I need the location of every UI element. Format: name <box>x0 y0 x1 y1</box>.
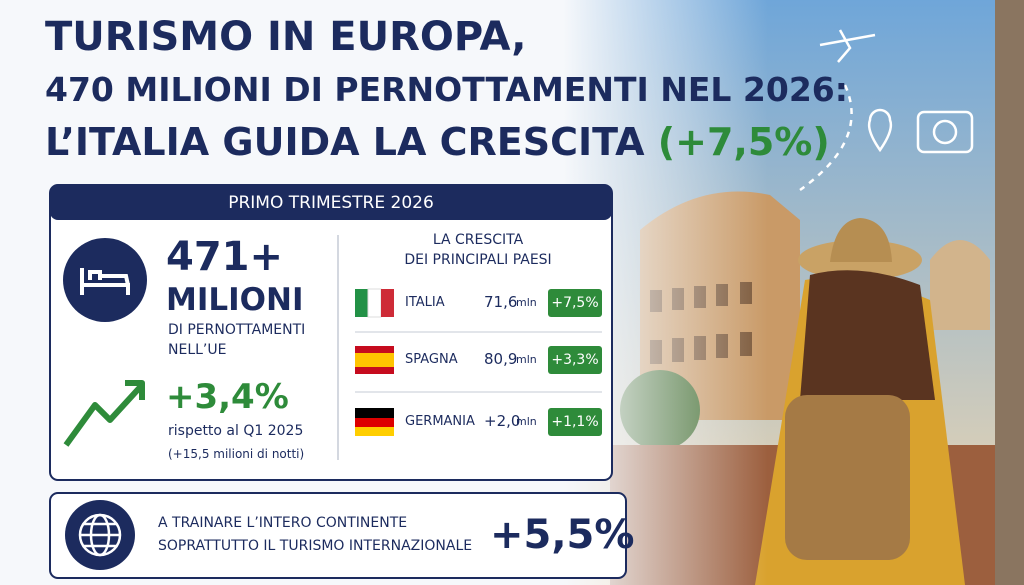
flag-germany <box>355 408 394 436</box>
title-text: L’ITALIA GUIDA LA CRESCITA <box>45 120 645 164</box>
bed-glyph <box>80 268 130 295</box>
country-unit: mln <box>516 296 537 309</box>
country-name: SPAGNA <box>405 352 458 367</box>
footer-text: A TRAINARE L’INTERO CONTINENTE <box>158 515 408 531</box>
country-value: 80,9 <box>484 350 518 368</box>
panel-header <box>50 185 612 220</box>
total-desc: NELL’UE <box>168 342 227 358</box>
footer-box <box>49 492 627 579</box>
bed-icon <box>63 238 147 322</box>
growth-desc: (+15,5 milioni di notti) <box>168 447 305 461</box>
country-change: +1,1% <box>551 414 599 430</box>
growth-desc: rispetto al Q1 2025 <box>168 423 304 439</box>
flag-spain <box>355 346 394 374</box>
countries-title: DEI PRINCIPALI PAESI <box>404 252 552 268</box>
title-line: TURISMO IN EUROPA, <box>45 14 527 60</box>
country-name: ITALIA <box>405 295 445 310</box>
panel-title: PRIMO TRIMESTRE 2026 <box>228 193 434 213</box>
change-badges <box>548 289 602 436</box>
countries-title: LA CRESCITA <box>432 232 524 248</box>
travel-icons <box>799 29 974 192</box>
country-unit: mln <box>516 353 537 366</box>
country-name: GERMANIA <box>405 414 475 429</box>
footer-text: SOPRATTUTTO IL TURISMO INTERNAZIONALE <box>158 538 473 554</box>
flag-italy <box>355 288 394 318</box>
country-change: +7,5% <box>551 295 599 311</box>
growth-arrow <box>63 380 145 447</box>
globe-glyph <box>78 513 122 557</box>
title-line: L’ITALIA GUIDA LA CRESCITA (+7,5%) <box>45 120 830 164</box>
title-highlight: (+7,5%) <box>657 120 830 164</box>
country-unit: mln <box>516 415 537 428</box>
country-change: +3,3% <box>551 352 599 368</box>
country-value: +2,0 <box>484 412 521 430</box>
country-value: 71,6 <box>484 293 518 311</box>
total-unit: MILIONI <box>166 282 304 318</box>
title-line: 470 MILIONI DI PERNOTTAMENTI NEL 2026: <box>45 70 848 109</box>
total-value: 471+ <box>166 234 284 280</box>
growth-value: +3,4% <box>166 377 289 417</box>
footer-value: +5,5% <box>490 512 635 558</box>
total-desc: DI PERNOTTAMENTI <box>168 322 306 338</box>
